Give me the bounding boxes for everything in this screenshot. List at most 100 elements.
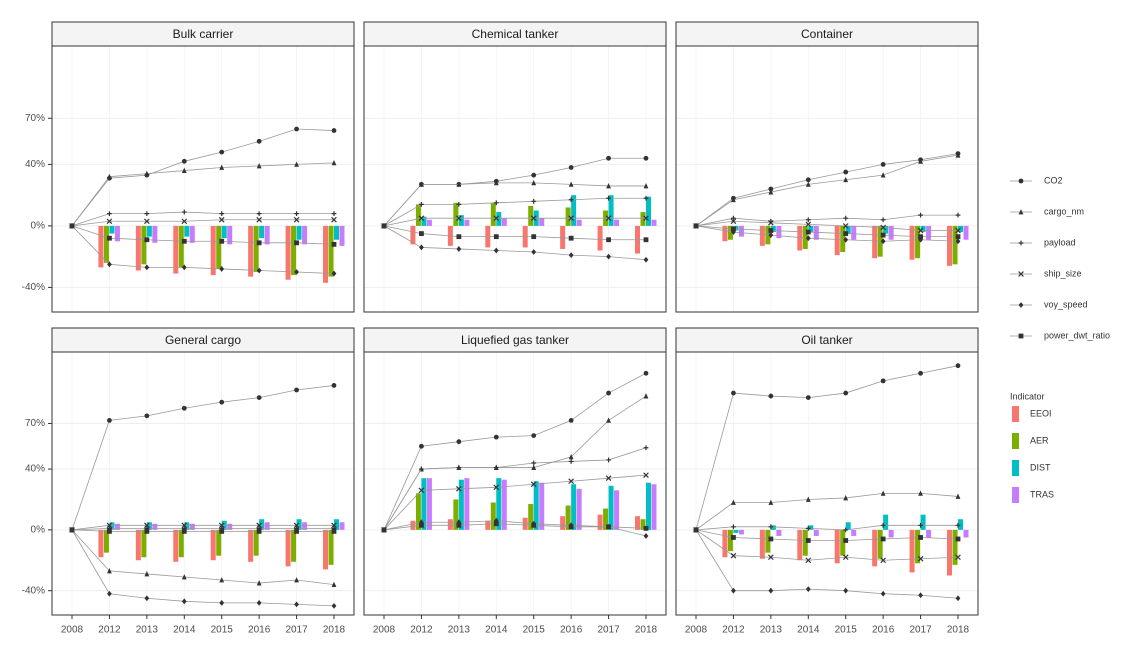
line-point xyxy=(181,167,187,173)
bar xyxy=(952,225,958,265)
line-point xyxy=(418,487,425,494)
line-point xyxy=(731,587,736,594)
bar xyxy=(808,525,814,530)
line-point xyxy=(531,249,537,255)
legend-swatch xyxy=(1012,487,1019,503)
y-tick-label: -40% xyxy=(22,282,45,293)
x-tick-label: 2008 xyxy=(685,625,708,636)
strip xyxy=(51,21,355,47)
line-point xyxy=(493,517,499,524)
x-tick-label: 2014 xyxy=(797,625,820,636)
x-tick-label: 2018 xyxy=(947,625,970,636)
strip xyxy=(675,21,979,47)
line-point xyxy=(693,527,699,533)
bar xyxy=(458,479,464,530)
line-point xyxy=(955,595,961,602)
line-point xyxy=(643,215,649,222)
bar xyxy=(963,225,969,240)
bar xyxy=(808,225,814,233)
line-point xyxy=(256,599,262,606)
line-point xyxy=(530,481,537,488)
line-point xyxy=(955,522,961,528)
bar xyxy=(501,479,507,530)
bar xyxy=(963,529,969,538)
line-point xyxy=(331,528,337,534)
line-point xyxy=(493,465,499,470)
line-point xyxy=(144,595,150,602)
line-point xyxy=(730,218,737,225)
facet-title: Chemical tanker xyxy=(472,27,559,41)
bar xyxy=(259,519,265,530)
line-point xyxy=(144,571,150,577)
bar xyxy=(447,519,453,530)
line-point xyxy=(643,183,649,189)
line-point xyxy=(842,554,849,561)
line-point xyxy=(606,237,611,243)
bar xyxy=(888,529,894,538)
bar xyxy=(909,529,915,573)
line-point xyxy=(456,246,462,252)
legend-swatch xyxy=(1012,406,1019,422)
line-point xyxy=(843,538,849,543)
line-point xyxy=(843,587,849,594)
bar xyxy=(458,215,464,226)
line-point xyxy=(531,179,537,186)
x-tick-label: 2014 xyxy=(485,625,508,636)
facet-title: Oil tanker xyxy=(801,333,852,347)
bar xyxy=(528,504,534,530)
bar xyxy=(152,523,158,530)
x-tick-label: 2017 xyxy=(909,625,932,636)
bar xyxy=(189,523,195,530)
line-point xyxy=(256,138,262,144)
bar xyxy=(259,225,265,239)
line xyxy=(71,527,334,531)
line-point xyxy=(843,495,849,501)
bar xyxy=(883,514,889,530)
line-point xyxy=(606,155,611,161)
bar xyxy=(603,508,609,530)
line-point xyxy=(256,267,262,274)
bar xyxy=(539,218,545,226)
panel-border xyxy=(363,351,667,616)
line-point xyxy=(531,433,537,439)
panel xyxy=(52,46,354,312)
line-point xyxy=(805,217,811,223)
line-point xyxy=(456,181,462,187)
bar xyxy=(571,195,577,226)
bar xyxy=(920,514,926,530)
bar xyxy=(184,225,190,237)
bar xyxy=(565,505,571,530)
line xyxy=(71,524,334,531)
line-point xyxy=(843,215,849,221)
line-point xyxy=(456,439,462,445)
bar xyxy=(184,522,190,530)
legend-label: AER xyxy=(1030,435,1049,445)
line xyxy=(71,128,335,227)
line-point xyxy=(568,524,574,530)
legend-label: cargo_nm xyxy=(1044,206,1084,216)
line xyxy=(71,162,335,227)
line xyxy=(383,225,647,261)
strip xyxy=(675,327,979,353)
line-point xyxy=(1018,209,1024,215)
legend-label: ship_size xyxy=(1044,268,1082,278)
line-point xyxy=(294,126,299,132)
bar xyxy=(173,529,179,562)
line-point xyxy=(493,521,499,527)
line-point xyxy=(331,216,337,223)
line-point xyxy=(805,525,811,531)
line-point xyxy=(144,264,150,271)
bar xyxy=(651,484,657,530)
line-point xyxy=(606,524,611,530)
line-point xyxy=(880,224,886,231)
bar xyxy=(189,225,195,243)
line-point xyxy=(693,223,699,229)
x-tick-label: 2018 xyxy=(323,625,346,636)
bar xyxy=(727,529,733,552)
line-point xyxy=(918,212,923,218)
line-point xyxy=(568,459,574,464)
bar xyxy=(103,529,109,553)
bar xyxy=(109,225,115,234)
line-point xyxy=(456,201,462,207)
line-point xyxy=(955,238,961,245)
